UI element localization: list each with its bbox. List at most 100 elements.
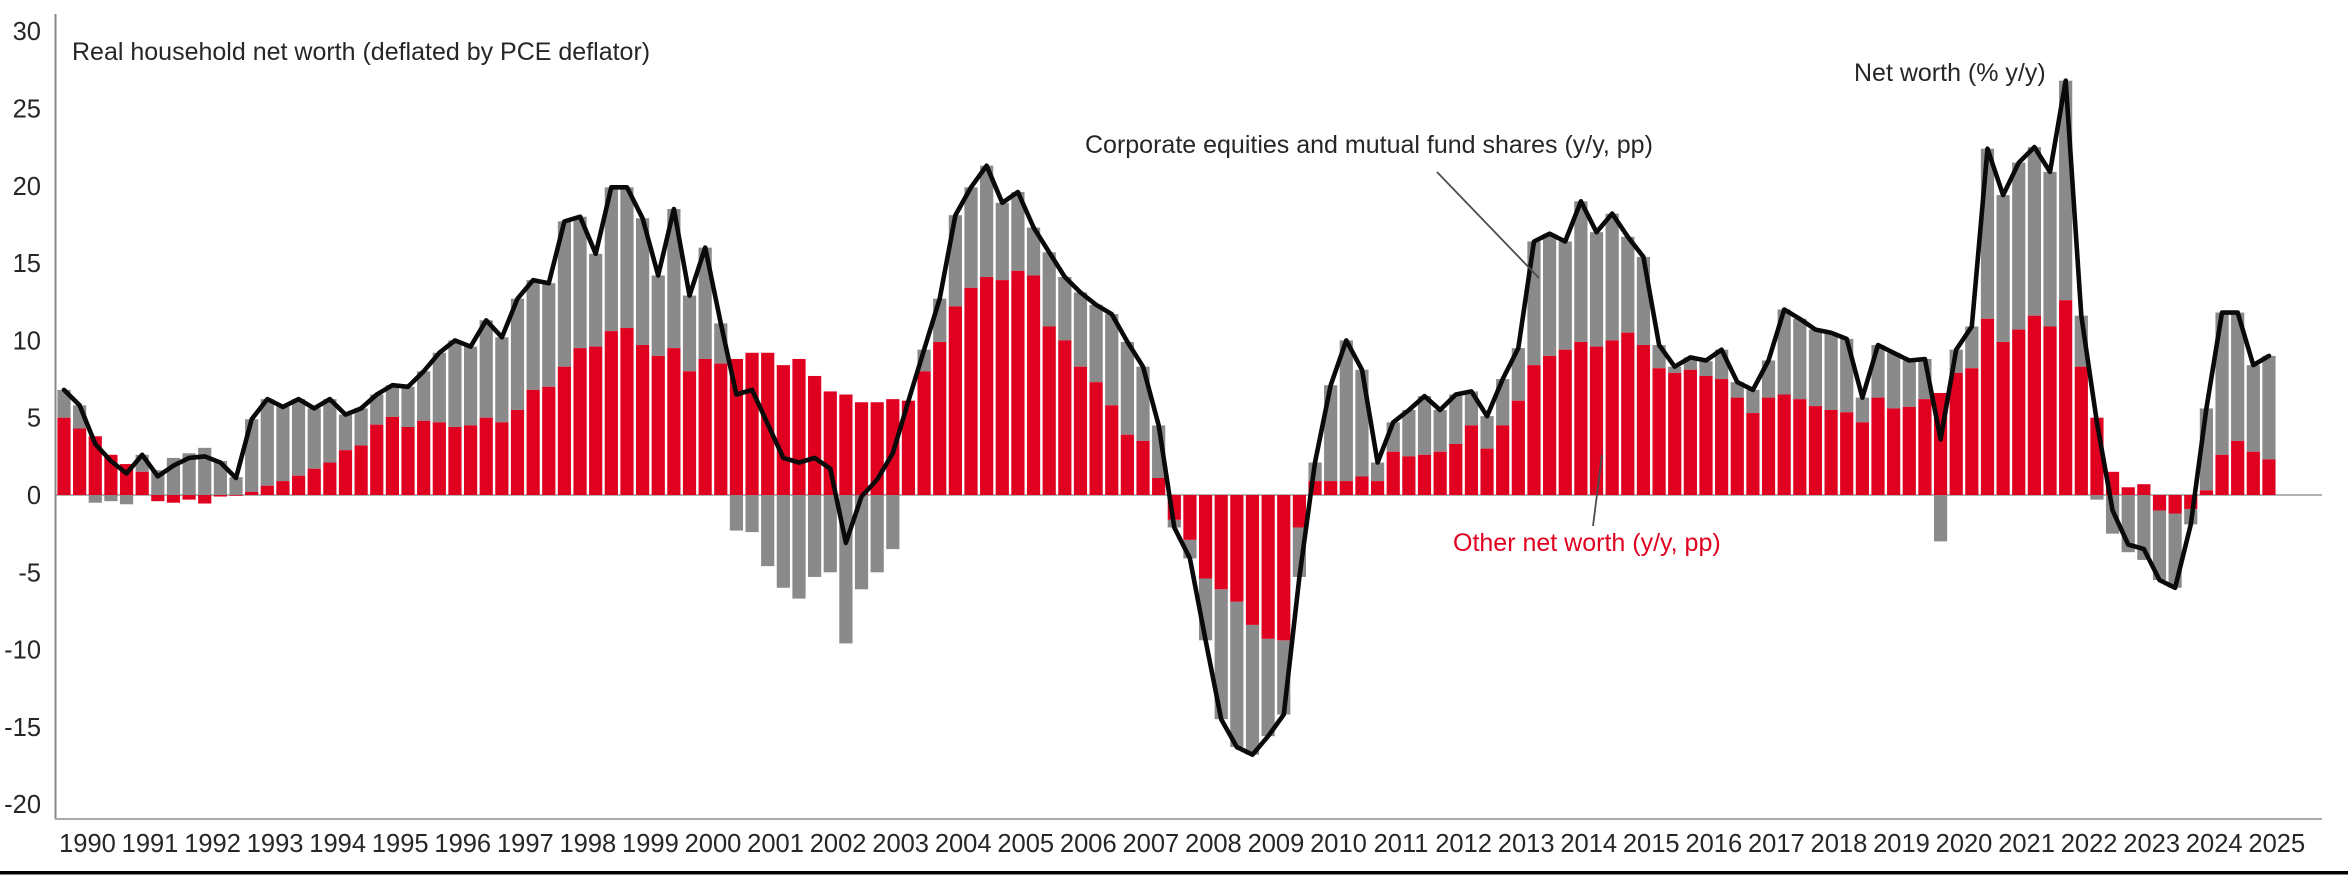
equities-bar (2012, 162, 2026, 330)
other-net-worth-bar (573, 348, 587, 495)
other-net-worth-bar (2027, 315, 2041, 495)
x-year-label: 1992 (184, 830, 241, 858)
other-net-worth-bar (2059, 300, 2073, 495)
other-net-worth-bar (495, 422, 509, 495)
equities-bar (1808, 329, 1823, 407)
x-year-label: 2014 (1560, 830, 1617, 858)
other-net-worth-bar (1589, 346, 1604, 495)
equities-label-pointer-line (1436, 171, 1540, 279)
x-year-label: 2022 (2061, 830, 2118, 858)
equities-bar (776, 495, 790, 588)
equities-bar (682, 295, 697, 372)
other-net-worth-bar (323, 462, 337, 495)
equities-bar (1120, 341, 1134, 435)
other-net-worth-bar (1777, 394, 1791, 495)
other-net-worth-bar (73, 428, 87, 495)
other-net-worth-bar (948, 306, 962, 495)
net-worth-line (61, 78, 2272, 758)
equities-bar (2027, 147, 2041, 316)
equities-bar (1245, 624, 1260, 755)
other-net-worth-bar (2168, 495, 2182, 514)
equities-bar (1511, 348, 1525, 401)
equities-bar (1214, 589, 1228, 720)
equities-bar (698, 247, 712, 359)
equities-bar (495, 337, 509, 423)
equities-bar (557, 221, 572, 367)
other-net-worth-bar-series (57, 270, 2276, 641)
equities-series-label: Corporate equities and mutual fund share… (1085, 131, 1653, 159)
other-net-worth-bar (2121, 487, 2135, 495)
equities-bar (1621, 236, 1635, 333)
equities-bar (792, 495, 806, 599)
other-net-worth-bar (917, 371, 931, 495)
other-net-worth-bar (510, 409, 525, 495)
equities-bar (1058, 277, 1072, 341)
other-net-worth-bar (2043, 326, 2057, 495)
equities-bar (1746, 389, 1760, 414)
other-net-worth-bar (1965, 368, 1979, 495)
other-net-worth-bar (463, 425, 478, 495)
other-net-worth-bar (620, 328, 634, 495)
other-net-worth-bar (307, 468, 321, 495)
other-net-worth-bar (526, 389, 540, 495)
other-net-worth-bar (229, 495, 243, 496)
other-net-worth-bar (354, 445, 368, 495)
other-net-worth-bar (636, 345, 650, 495)
other-net-worth-bar (213, 495, 227, 497)
other-net-worth-bar (291, 475, 306, 495)
other-net-worth-bar (1042, 326, 1056, 495)
other-net-worth-bar (1324, 481, 1338, 495)
x-year-label: 1991 (122, 830, 179, 858)
other-net-worth-bar (1840, 412, 1854, 495)
equities-bar (401, 386, 415, 427)
equities-bar (1011, 191, 1025, 271)
other-net-worth-bar (542, 386, 556, 495)
other-net-worth-bar (1730, 397, 1744, 495)
other-net-worth-bar (417, 420, 431, 495)
other-net-worth-bar (933, 341, 947, 495)
other-net-worth-bar (276, 481, 290, 495)
equities-bar (2231, 312, 2245, 441)
y-tick-label: 10 (13, 327, 41, 355)
equities-bar (620, 187, 634, 329)
other-net-worth-bar (1183, 495, 1197, 540)
equities-bar (432, 352, 446, 423)
equities-bar (2043, 171, 2057, 327)
equities-bar (323, 399, 337, 463)
x-year-label: 1994 (309, 830, 366, 858)
other-net-worth-bar (1715, 379, 1729, 495)
other-net-worth-bar (1339, 481, 1353, 495)
other-net-worth-bar (1136, 440, 1150, 495)
x-year-label: 1990 (59, 830, 116, 858)
y-tick-label: -15 (4, 714, 41, 742)
other-net-worth-bar (1511, 400, 1525, 495)
other-net-worth-bar (714, 363, 728, 495)
equities-bar (1026, 227, 1041, 276)
other-net-worth-bar (557, 366, 572, 495)
equities-bar (2246, 365, 2260, 452)
equities-bar (823, 495, 837, 573)
other-net-worth-bar (901, 400, 916, 495)
other-net-worth-bar (980, 277, 994, 495)
x-year-label: 2017 (1748, 830, 1805, 858)
other-net-worth-bar (667, 348, 681, 495)
equities-bar (1558, 241, 1572, 350)
other-net-worth-bar (1355, 476, 1369, 495)
other-net-worth-bar (1417, 454, 1432, 495)
x-year-label: 2000 (685, 830, 742, 858)
x-year-label: 2007 (1122, 830, 1179, 858)
other-net-worth-bar (1277, 495, 1291, 641)
other-net-worth-bar (2152, 495, 2167, 511)
other-net-worth-bar (1026, 275, 1041, 495)
equities-bar (542, 283, 556, 387)
other-net-worth-bar (1808, 406, 1823, 495)
other-net-worth-bar (1496, 425, 1510, 495)
x-year-label: 2023 (2123, 830, 2180, 858)
other-net-worth-bar (198, 495, 212, 504)
equities-bar (1073, 292, 1088, 367)
other-net-worth-bar (1245, 495, 1260, 625)
equities-bar (479, 320, 493, 418)
equities-bar (745, 495, 759, 533)
other-net-worth-bar (2074, 366, 2088, 495)
other-net-worth-bar (1543, 355, 1557, 495)
